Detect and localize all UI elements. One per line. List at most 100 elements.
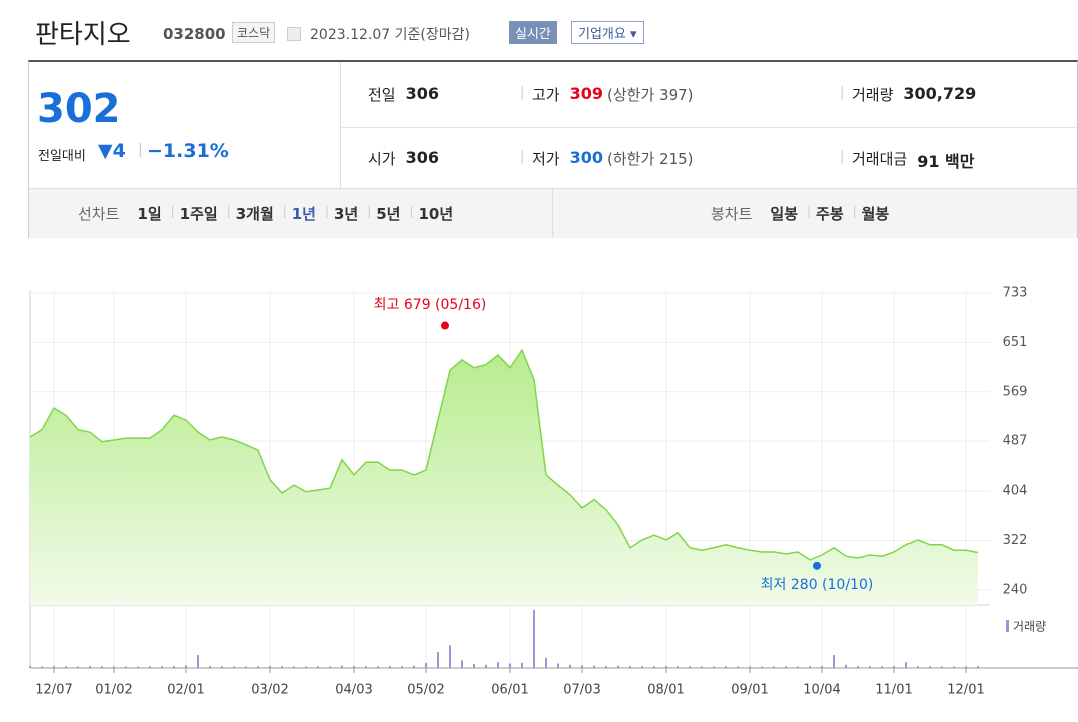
volume-bar (689, 666, 691, 668)
volume-bar (485, 664, 487, 668)
field-label: 거래대금 (852, 150, 908, 168)
volume-bar (101, 666, 103, 668)
tab[interactable]: 5년 (376, 205, 401, 223)
field-value: 300 (569, 148, 604, 167)
volume-bar (317, 666, 319, 668)
tab[interactable]: 1년 (291, 205, 316, 223)
volume-bar (113, 666, 115, 668)
volume-bar (677, 666, 679, 668)
field-value: 309 (569, 84, 604, 103)
calendar-icon (287, 27, 301, 41)
volume-bar (821, 666, 823, 668)
market-badge: 코스닥 (232, 22, 276, 43)
volume-bar (977, 666, 979, 668)
sep: | (840, 149, 845, 164)
x-tick-label: 04/03 (335, 683, 372, 698)
volume-bar (29, 666, 31, 668)
volume-bar (389, 666, 391, 668)
sep: | (852, 204, 857, 218)
sep: | (226, 204, 231, 218)
volume-bar (545, 657, 547, 668)
volume-bar (809, 666, 811, 668)
volume-bar (185, 665, 187, 668)
volume-bar (305, 666, 307, 668)
volume-bar (605, 666, 607, 668)
volume-bar (341, 665, 343, 668)
sep: | (325, 204, 330, 218)
volume-bar (941, 666, 943, 668)
tab[interactable]: 월봉 (861, 205, 890, 223)
field-label: 거래량 (852, 86, 894, 104)
sep: | (409, 204, 414, 218)
y-tick-label: 404 (1003, 484, 1028, 499)
y-tick-label: 569 (1003, 384, 1028, 399)
field-label: 고가 (532, 86, 560, 104)
tab[interactable]: 1주일 (179, 205, 218, 223)
annotation: 최고 679 (05/16) (374, 297, 487, 313)
sep: | (520, 149, 525, 164)
field-extra: (상한가 397) (607, 86, 694, 104)
x-tick-label: 02/01 (167, 683, 204, 698)
field-value: 300,729 (903, 84, 977, 103)
volume-bar (665, 666, 667, 668)
tab-group-label: 봉차트 (711, 205, 753, 223)
area (30, 350, 978, 605)
volume-bar (797, 666, 799, 668)
change: ▼4 (98, 140, 126, 162)
x-tick-label: 09/01 (731, 683, 768, 698)
label: 기업개요 (578, 27, 626, 42)
price: 302 (37, 86, 121, 132)
volume-bar (785, 666, 787, 668)
volume-bar (905, 662, 907, 668)
tab[interactable]: 1일 (137, 205, 162, 223)
volume-bar (509, 663, 511, 668)
tab[interactable]: 10년 (418, 205, 454, 223)
volume-bar (593, 665, 595, 668)
x-tick-label: 05/02 (407, 683, 444, 698)
tab[interactable]: 일봉 (770, 205, 799, 223)
field-extra: (하한가 215) (607, 150, 694, 168)
volume-bar (245, 666, 247, 668)
volume-bar (953, 666, 955, 668)
volume-bar (893, 666, 895, 668)
field-value: 91 백만 (917, 152, 975, 171)
sep: | (138, 142, 143, 158)
price-line (29, 348, 979, 561)
extreme-marker (813, 561, 821, 570)
volume-bar (353, 666, 355, 668)
volume-bar (125, 666, 127, 668)
tab[interactable]: 3개월 (235, 205, 274, 223)
volume-bar (869, 666, 871, 668)
volume-bar (137, 666, 139, 668)
volume-bar (929, 666, 931, 668)
y-tick-label: 322 (1003, 533, 1028, 548)
y-tick-label: 487 (1003, 434, 1028, 449)
field-label: 저가 (532, 150, 560, 168)
sep: | (520, 85, 525, 100)
sep: | (807, 204, 812, 218)
chart: 240 322 404 487 569 651 733 12/07 01/02 02/01 03/0… (29, 286, 1078, 698)
x-tick-label: 08/01 (647, 683, 684, 698)
volume-bar (377, 666, 379, 668)
extreme-marker (441, 321, 449, 330)
volume-bar (365, 666, 367, 668)
volume-bar (845, 664, 847, 668)
company-button[interactable]: 기업개요 ▾ (571, 21, 644, 44)
change-rate: −1.31% (147, 140, 229, 162)
realtime-button[interactable]: 실시간 (509, 21, 557, 44)
sep: | (367, 204, 372, 218)
x-tick-label: 06/01 (491, 683, 528, 698)
volume-bar (461, 660, 463, 668)
stock-code: 032800 (163, 25, 226, 43)
volume-bar (173, 666, 175, 668)
volume-bar (725, 666, 727, 668)
tab[interactable]: 주봉 (816, 205, 844, 223)
volume-bar (653, 666, 655, 668)
volume-bar (701, 666, 703, 668)
volume-bar (773, 666, 775, 668)
annotation: 최저 280 (10/10) (761, 577, 874, 593)
tab[interactable]: 3년 (334, 205, 359, 223)
sep: | (170, 204, 175, 218)
x-tick-label: 10/04 (803, 683, 840, 698)
